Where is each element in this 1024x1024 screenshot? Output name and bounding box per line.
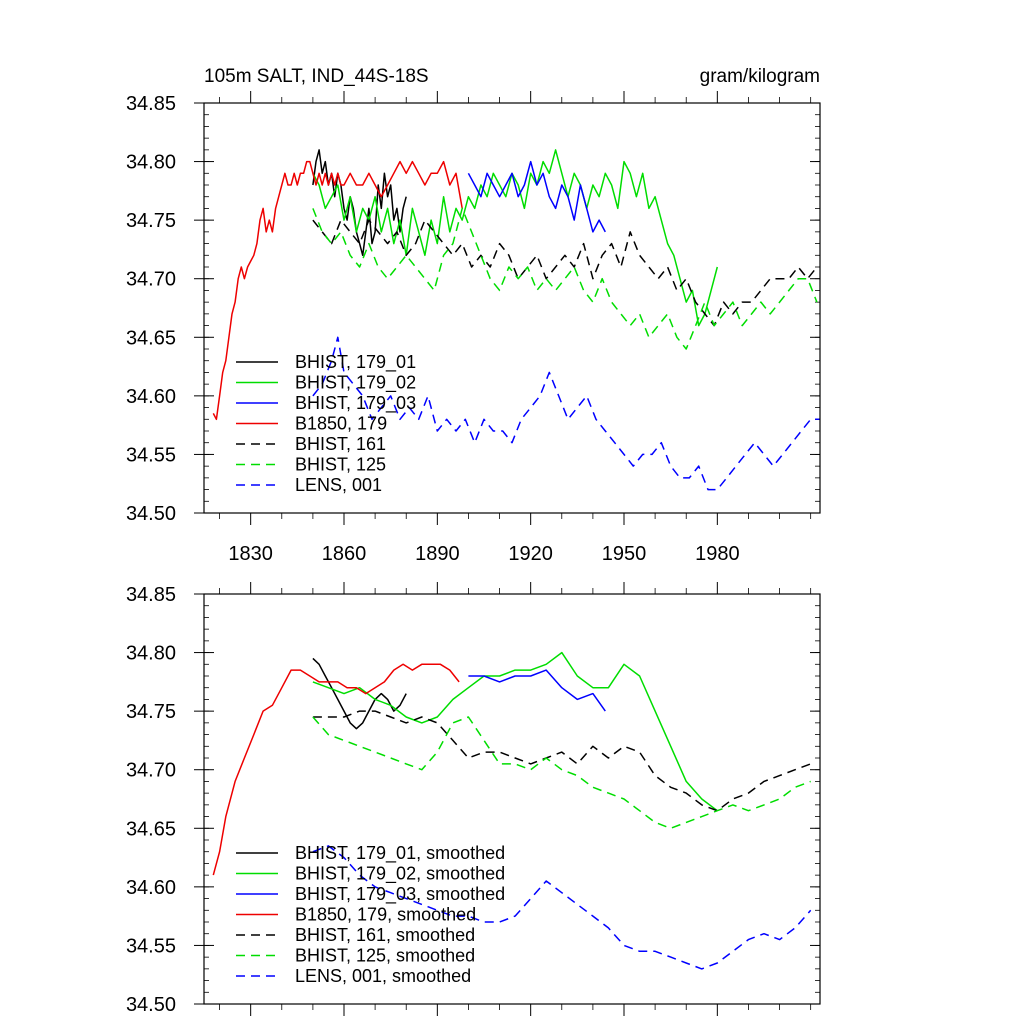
- top-series-bhist-179-03: [467, 160, 606, 233]
- top-x-tick-label: 1980: [695, 543, 740, 565]
- bottom-series-bhist-161-smoothed: [312, 710, 811, 812]
- top-x-tick-label: 1950: [602, 543, 647, 565]
- top-series-b1850-179: [212, 160, 463, 421]
- top-x-tick-label: 1890: [415, 543, 460, 565]
- bottom-y-tick-label: 34.80: [126, 643, 176, 665]
- top-panel-units: gram/kilogram: [700, 66, 820, 87]
- bottom-y-tick-label: 34.65: [126, 818, 176, 840]
- top-panel-series: [212, 149, 820, 491]
- top-panel-frame: [203, 102, 821, 514]
- top-legend-label-bhist-179-02: BHIST, 179_02: [295, 373, 416, 394]
- bottom-y-tick-label: 34.55: [126, 935, 176, 957]
- bottom-y-tick-label: 34.70: [126, 760, 176, 782]
- bottom-y-tick-label: 34.50: [126, 994, 176, 1016]
- bottom-y-tick-label: 34.60: [126, 877, 176, 899]
- bottom-panel-axes: 34.50 34.55 34.60 34.65 34.70 34.75 34.80 34.85: [126, 582, 820, 1016]
- top-legend-label-lens-001: LENS, 001: [295, 475, 382, 495]
- top-y-tick-label: 34.75: [126, 210, 176, 232]
- top-y-tick-label: 34.65: [126, 327, 176, 349]
- top-y-tick-label: 34.60: [126, 386, 176, 408]
- top-panel-axes: 34.50 34.55 34.60 34.65 34.70 34.75 34.80 34.85…: [126, 91, 820, 565]
- bottom-series-lens-001-smoothed: [312, 845, 812, 970]
- top-series-bhist-125: [312, 207, 818, 350]
- bottom-legend-label-bhist-125-smoothed: BHIST, 125, smoothed: [295, 946, 475, 966]
- top-legend-label-bhist-179-03: BHIST, 179_03: [295, 393, 416, 414]
- bottom-legend-label-lens-001-smoothed: LENS, 001, smoothed: [295, 966, 471, 986]
- bottom-legend-label-b1850-179-smoothed: B1850, 179, smoothed: [295, 905, 476, 925]
- top-legend-label-bhist-179-01: BHIST, 179_01: [295, 352, 416, 373]
- top-legend-label-bhist-161: BHIST, 161: [295, 434, 386, 454]
- bottom-series-bhist-179-03-smoothed: [468, 669, 606, 712]
- top-y-tick-label: 34.70: [126, 269, 176, 291]
- bottom-legend-label-bhist-179-02-smoothed: BHIST, 179_02, smoothed: [295, 864, 505, 885]
- bottom-y-tick-label: 34.85: [126, 584, 176, 606]
- bottom-legend-label-bhist-161-smoothed: BHIST, 161, smoothed: [295, 925, 475, 945]
- bottom-series-b1850-179-smoothed: [212, 663, 460, 876]
- top-series-bhist-179-02: [312, 149, 719, 327]
- bottom-panel: 34.50 34.55 34.60 34.65 34.70 34.75 34.80 34.85…: [126, 582, 821, 1016]
- bottom-series-bhist-179-02-smoothed: [312, 651, 718, 812]
- bottom-series-bhist-125-smoothed: [312, 716, 811, 830]
- bottom-y-tick-label: 34.75: [126, 701, 176, 723]
- bottom-panel-series: [212, 651, 812, 970]
- top-x-tick-label: 1860: [322, 543, 367, 565]
- top-legend-label-b1850-179: B1850, 179: [295, 414, 387, 434]
- top-y-tick-label: 34.85: [126, 93, 176, 115]
- top-series-bhist-161: [312, 219, 818, 327]
- top-x-tick-label: 1920: [508, 543, 553, 565]
- top-panel: 105m SALT, IND_44S-18S gram/kilogram 34.…: [126, 66, 821, 565]
- bottom-legend-label-bhist-179-01-smoothed: BHIST, 179_01, smoothed: [295, 843, 505, 864]
- top-legend-label-bhist-125: BHIST, 125: [295, 455, 386, 475]
- top-y-tick-label: 34.80: [126, 152, 176, 174]
- bottom-panel-frame: [203, 593, 821, 1005]
- top-panel-title: 105m SALT, IND_44S-18S: [204, 66, 429, 87]
- top-series-lens-001: [312, 336, 820, 491]
- top-x-tick-label: 1830: [228, 543, 273, 565]
- top-y-tick-label: 34.50: [126, 503, 176, 525]
- top-y-tick-label: 34.55: [126, 444, 176, 466]
- bottom-legend-label-bhist-179-03-smoothed: BHIST, 179_03, smoothed: [295, 884, 505, 905]
